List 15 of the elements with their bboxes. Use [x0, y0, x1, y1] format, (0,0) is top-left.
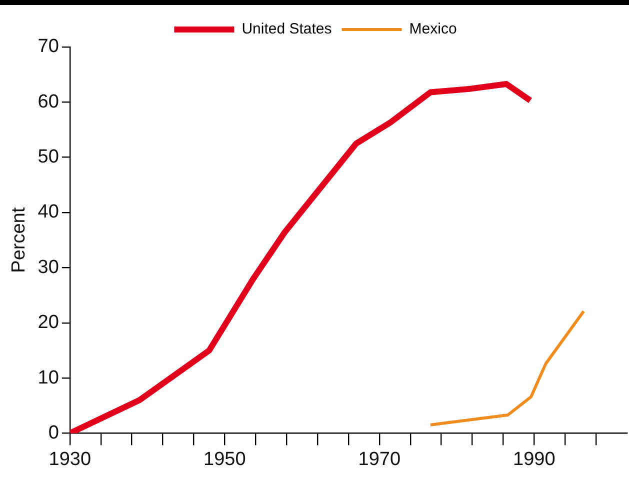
- y-tick-label: 30: [38, 256, 59, 278]
- y-tick-label: 50: [38, 146, 59, 168]
- x-tick-label: 1950: [204, 448, 246, 470]
- x-tick-label: 1970: [358, 448, 401, 470]
- y-axis-title: Percent: [8, 206, 30, 273]
- x-tick-label: 1990: [513, 448, 556, 470]
- y-tick-label: 20: [38, 312, 59, 334]
- y-tick-label: 0: [48, 422, 59, 444]
- legend-label: United States: [242, 20, 332, 38]
- y-tick-label: 70: [38, 36, 59, 58]
- y-tick-label: 60: [38, 91, 59, 112]
- y-tick-label: 40: [38, 202, 59, 223]
- y-tick-label: 10: [38, 367, 59, 388]
- legend-label: Mexico: [409, 20, 457, 38]
- x-tick-label: 1930: [48, 448, 92, 470]
